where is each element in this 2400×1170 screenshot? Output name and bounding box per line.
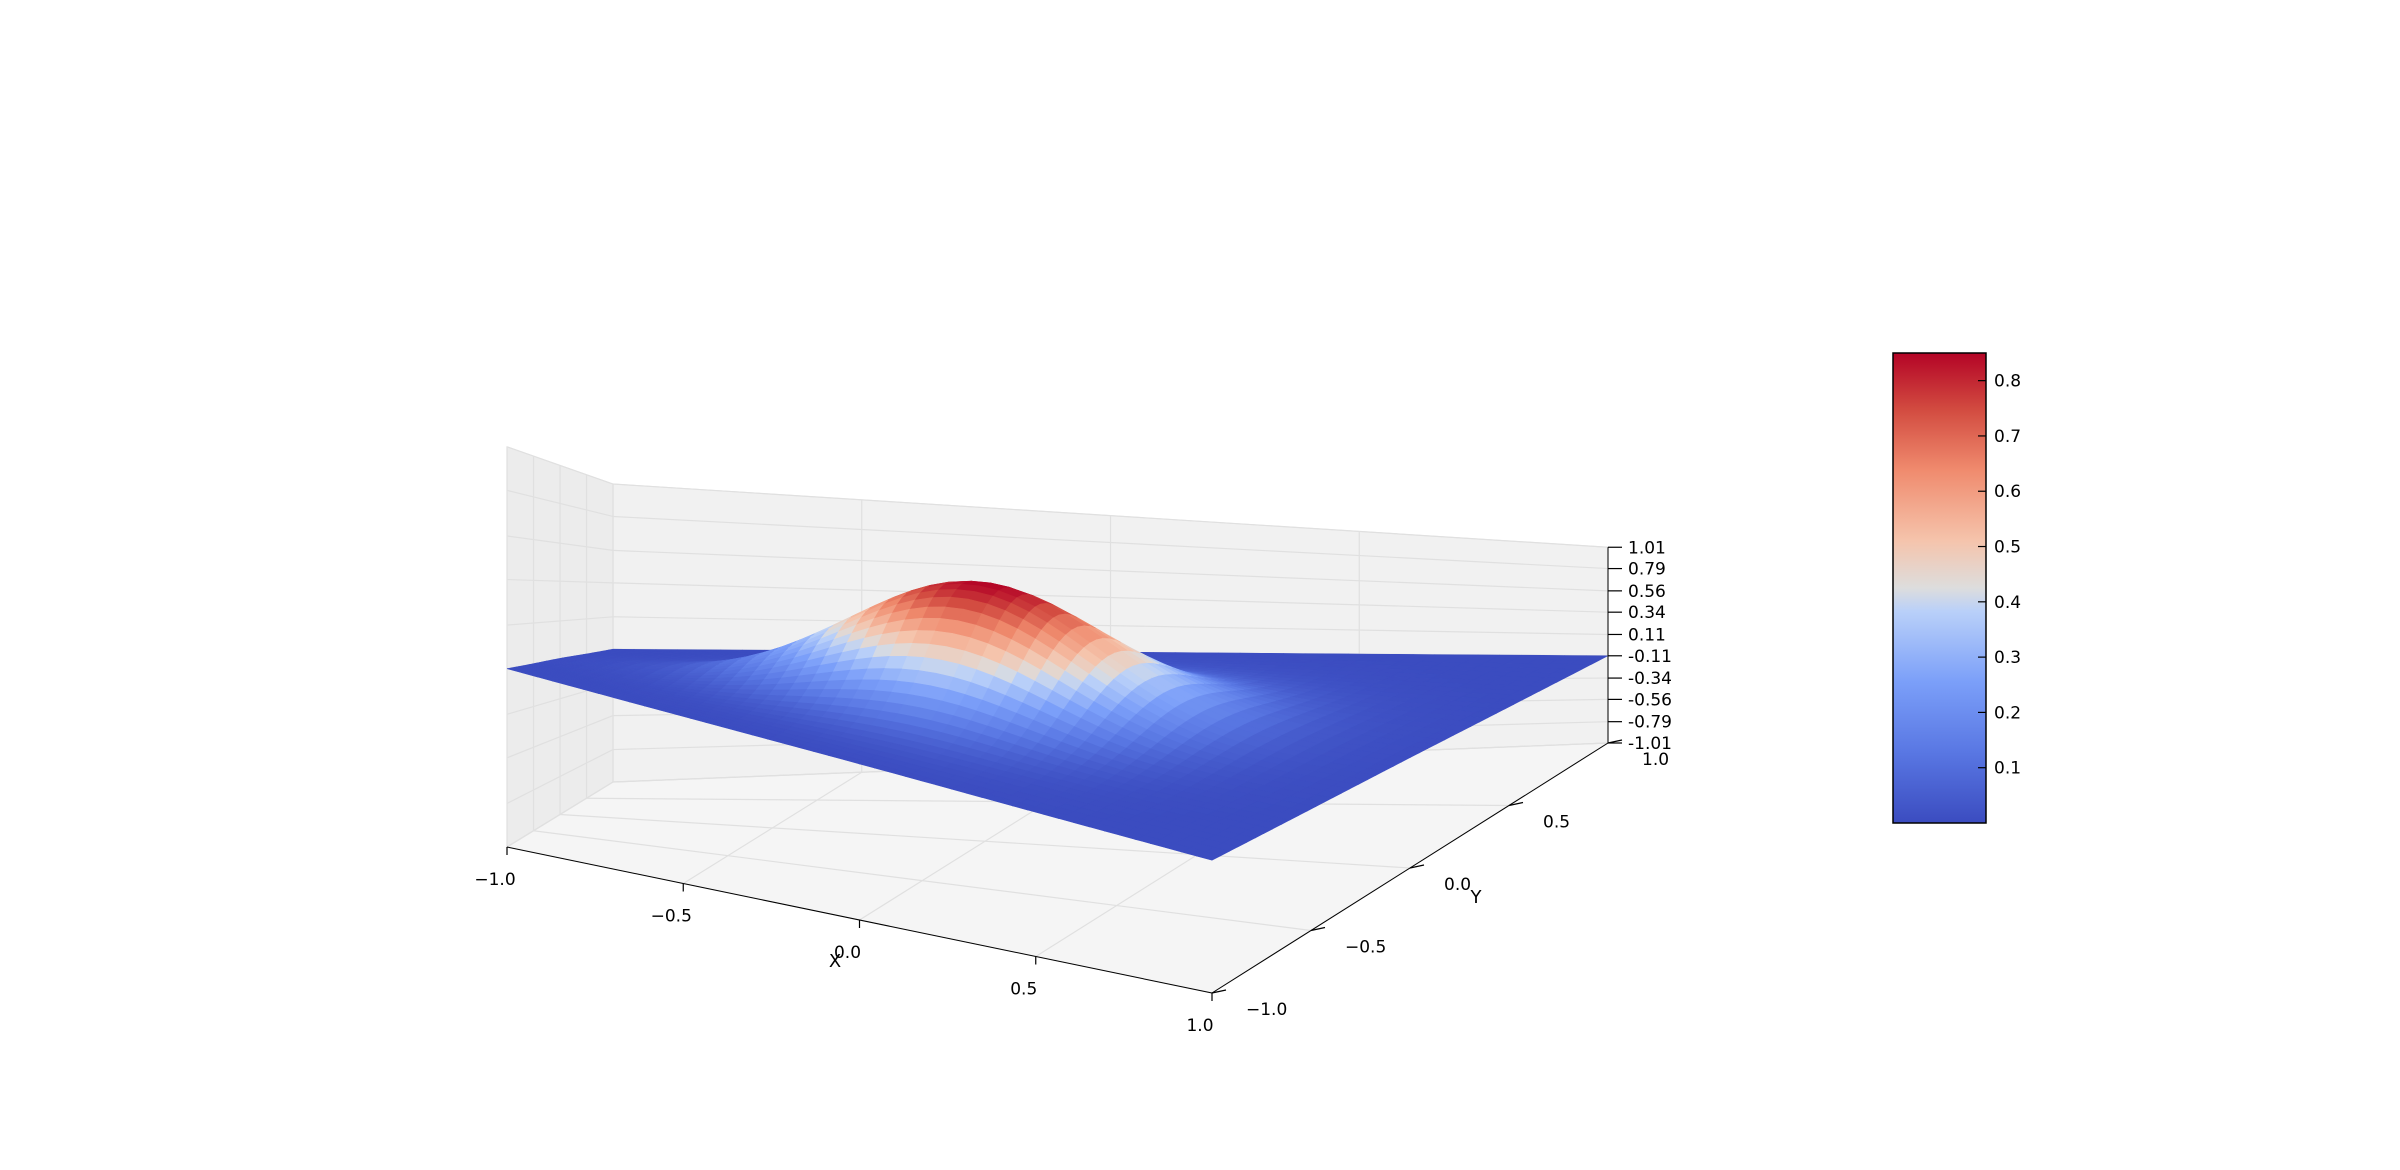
x-tick-label: 0.5: [1010, 980, 1037, 1000]
y-tick-mark: [1310, 926, 1326, 932]
z-tick-label: -0.34: [1628, 669, 1672, 689]
colorbar-tick-label: 0.1: [1994, 759, 2021, 779]
z-tick-label: 0.56: [1628, 582, 1666, 602]
grid-line-z-left: [506, 616, 614, 626]
grid-line-z-back: [612, 616, 1609, 636]
grid-line-z-left: [506, 715, 614, 759]
z-tick-label: -0.56: [1628, 690, 1672, 710]
grid-line-y-floor: [559, 813, 1411, 869]
x-tick-label: 1.0: [1186, 1016, 1213, 1036]
colorbar-tick-label: 0.4: [1994, 593, 2021, 613]
z-tick-label: 1.01: [1628, 538, 1666, 558]
z-tick-label: -1.01: [1628, 734, 1672, 754]
grid-line-z-left: [506, 489, 614, 518]
grid-line-z-back: [612, 582, 1609, 613]
z-tick-label: -0.11: [1628, 647, 1672, 667]
x-tick-label: 0.0: [834, 943, 861, 963]
colorbar-tick-label: 0.6: [1994, 482, 2021, 502]
y-tick-label: 0.0: [1444, 875, 1471, 895]
y-tick-label: −0.5: [1345, 938, 1386, 958]
colorbar: 0.1 0.2 0.3 0.4 0.5 0.6 0.7 0.8: [1892, 352, 2021, 824]
y-axis-label: Y: [1470, 887, 1483, 908]
x-axis-label: X: [829, 951, 841, 972]
colorbar-tick-label: 0.3: [1994, 648, 2021, 668]
colorbar-tick-label: 0.2: [1994, 703, 2021, 723]
colorbar-tick-label: 0.8: [1994, 372, 2021, 392]
z-tick-label: 0.34: [1628, 603, 1666, 623]
x-tick-label: −0.5: [651, 907, 692, 927]
axes-ticks: −1.0−0.50.00.51.0−1.0−0.50.00.51.0-1.01-…: [474, 538, 1672, 1036]
y-tick-mark: [1211, 989, 1227, 994]
colorbar-tick-label: 0.5: [1994, 538, 2021, 558]
colorbar-bar: [1892, 352, 1987, 824]
surface-mesh: [506, 580, 1609, 861]
z-tick-label: 0.79: [1628, 560, 1666, 580]
z-tick-label: -0.79: [1628, 713, 1672, 733]
y-tick-label: 0.5: [1543, 813, 1570, 833]
y-tick-mark: [1409, 864, 1425, 869]
grid-line-z-back: [612, 515, 1609, 570]
colorbar-tick-label: 0.7: [1994, 427, 2021, 447]
grid-line-z-left: [506, 446, 614, 485]
grid-line-y-floor: [533, 830, 1312, 932]
y-tick-mark: [1508, 801, 1524, 807]
grid-line-z-left: [506, 578, 614, 584]
y-tick-label: −1.0: [1246, 1000, 1287, 1020]
z-tick-label: 0.11: [1628, 625, 1666, 645]
grid-line-z-back: [612, 549, 1609, 592]
grid-line-z-back: [612, 483, 1609, 548]
surface-patch: [506, 667, 525, 674]
grid-line-z-left: [506, 781, 614, 848]
y-tick-label: 1.0: [1642, 750, 1669, 770]
grid-line-z-left: [506, 535, 614, 552]
x-tick-label: −1.0: [474, 870, 515, 890]
grid-line-z-left: [506, 749, 614, 804]
